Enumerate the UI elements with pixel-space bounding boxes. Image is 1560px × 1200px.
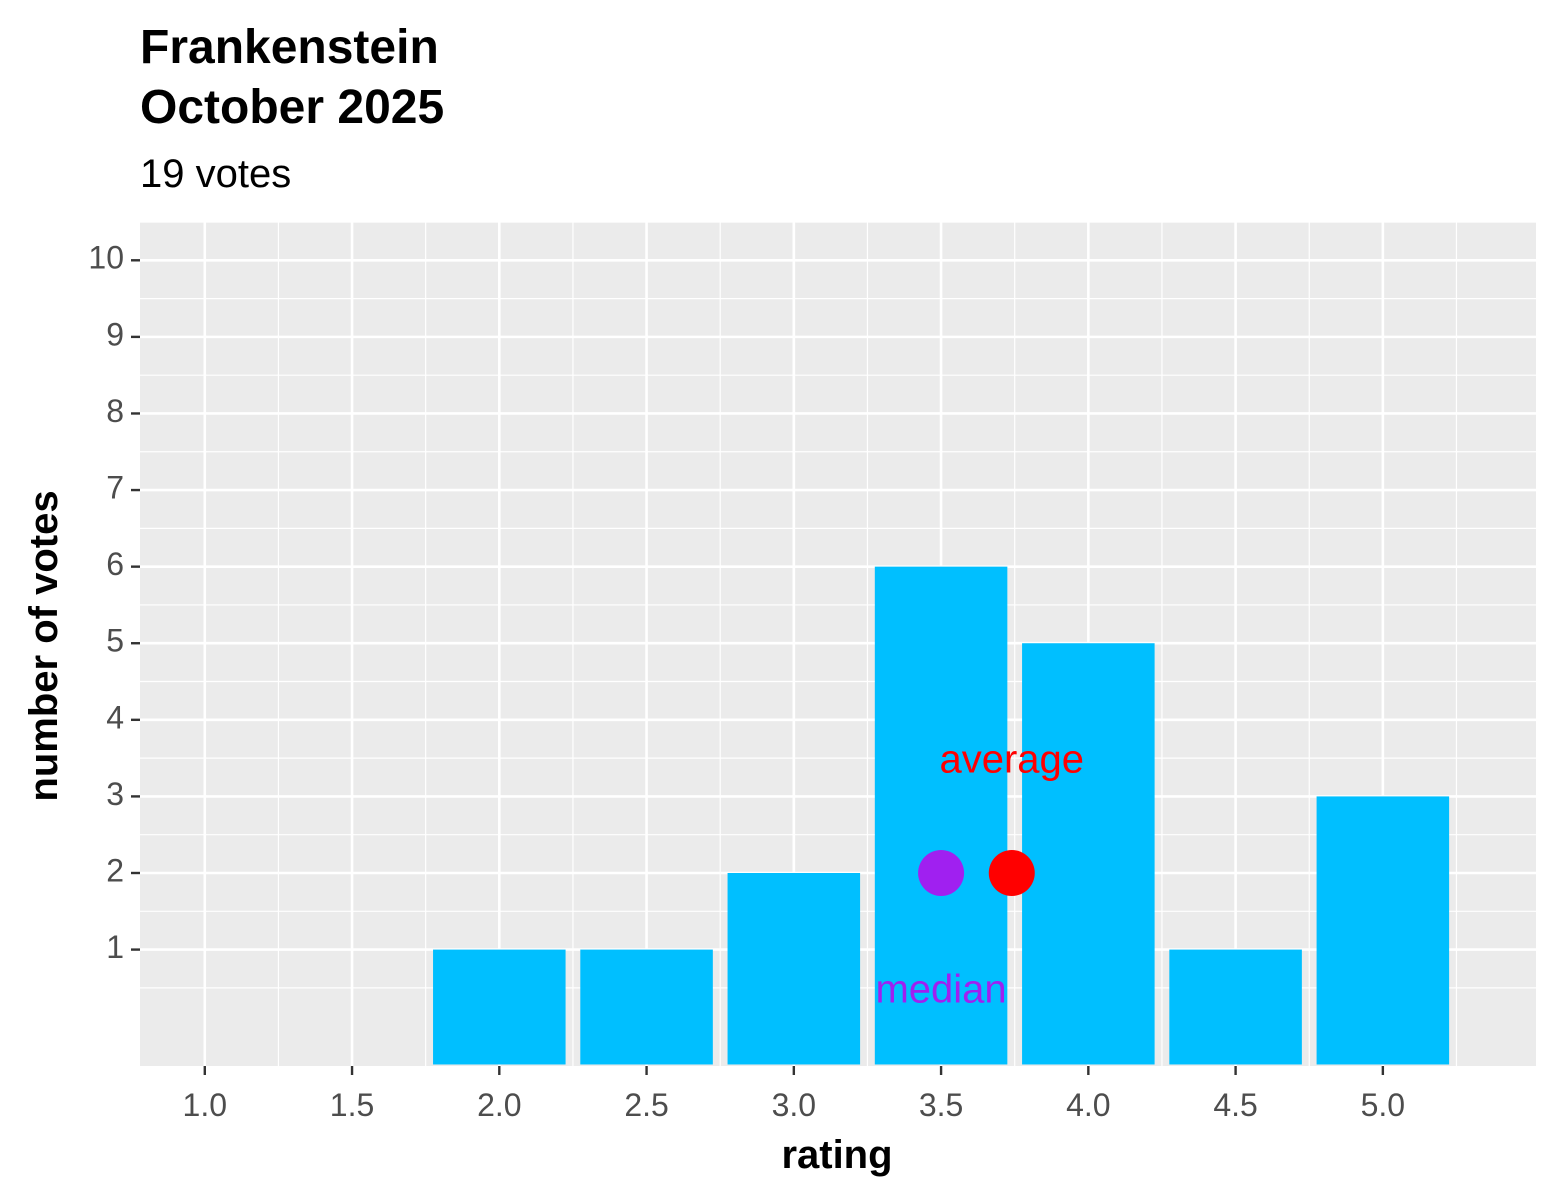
y-tick-label: 9 [106,316,124,352]
y-tick-label: 6 [106,546,124,582]
x-axis: 1.0 1.5 2.0 2.5 3.0 3.5 4.0 4.5 5.0 [183,1066,1405,1123]
y-axis: 1 2 3 4 5 6 7 8 9 10 [88,240,140,965]
y-tick-label: 2 [106,852,124,888]
bar [727,872,861,1065]
y-tick-label: 8 [106,393,124,429]
x-tick-label: 5.0 [1361,1087,1405,1123]
average-label: average [939,738,1084,782]
average-marker [988,849,1035,896]
bar [433,949,566,1065]
y-tick-label: 7 [106,470,124,506]
x-axis-label: rating [781,1133,892,1177]
bar [580,949,713,1065]
median-marker [918,849,965,896]
y-tick-label: 5 [106,623,124,659]
y-axis-label: number of votes [22,490,66,801]
x-tick-label: 4.0 [1066,1087,1110,1123]
y-tick-label: 1 [106,929,124,965]
bar [1316,796,1450,1065]
chart-subtitle: 19 votes [140,152,292,196]
bar [1169,949,1302,1065]
x-tick-label: 3.5 [919,1087,963,1123]
bars [433,566,1450,1065]
x-tick-label: 4.5 [1213,1087,1257,1123]
x-tick-label: 1.0 [183,1087,227,1123]
bar [1022,643,1155,1065]
y-tick-label: 10 [88,240,124,276]
y-tick-label: 3 [106,776,124,812]
chart-title-line1: Frankenstein [140,21,439,74]
x-tick-label: 1.5 [330,1087,374,1123]
chart-title: Frankenstein October 2025 [140,18,444,138]
markers: median average [875,738,1084,1012]
chart-title-line2: October 2025 [140,81,445,134]
x-tick-label: 2.5 [624,1087,668,1123]
bar [874,566,1008,1065]
x-tick-label: 3.0 [772,1087,816,1123]
median-label: median [875,967,1006,1011]
y-tick-label: 4 [106,699,124,735]
x-tick-label: 2.0 [477,1087,521,1123]
